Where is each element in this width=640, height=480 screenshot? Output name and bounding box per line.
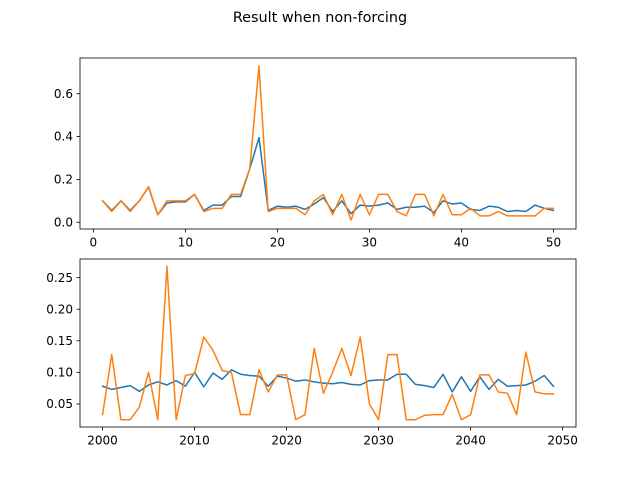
top-x-tick-label: 10: [178, 236, 193, 250]
top-x-tick-label: 20: [270, 236, 285, 250]
bottom-x-tick-label: 2040: [455, 434, 486, 448]
bottom-axes-frame: [79, 258, 577, 428]
top-series-2-line: [101, 65, 555, 221]
top-axes-frame: [79, 57, 577, 230]
bottom-x-tick-label: 2050: [547, 434, 578, 448]
top-x-tick-label: 50: [546, 236, 561, 250]
bottom-x-tick-label: 2000: [87, 434, 118, 448]
bottom-y-tick-label: 0.10: [46, 366, 73, 380]
top-x-tick-label: 30: [362, 236, 377, 250]
top-y-tick-label: 0.4: [54, 130, 73, 144]
bottom-chart: 2000 2010 2020 2030 2040 2050 0.05 0.10 0.15 0.20…: [46, 258, 578, 448]
bottom-y-tick-label: 0.15: [46, 334, 73, 348]
bottom-y-tick-label: 0.20: [46, 302, 73, 316]
bottom-x-tick-label: 2030: [363, 434, 394, 448]
top-y-tick-label: 0.2: [54, 173, 73, 187]
top-x-tick-label: 0: [90, 236, 98, 250]
top-y-tick-label: 0.0: [54, 215, 73, 229]
bottom-series-2-line: [101, 265, 555, 421]
bottom-y-tick-label: 0.05: [46, 397, 73, 411]
figure-suptitle: Result when non-forcing: [233, 10, 407, 26]
top-y-tick-label: 0.6: [54, 87, 73, 101]
bottom-y-tick-label: 0.25: [46, 271, 73, 285]
top-x-tick-label: 40: [454, 236, 469, 250]
bottom-x-tick-label: 2020: [271, 434, 302, 448]
bottom-x-tick-label: 2010: [179, 434, 210, 448]
top-chart: 0 10 20 30 40 50 0.0 0.2 0.4 0.6: [54, 57, 577, 250]
